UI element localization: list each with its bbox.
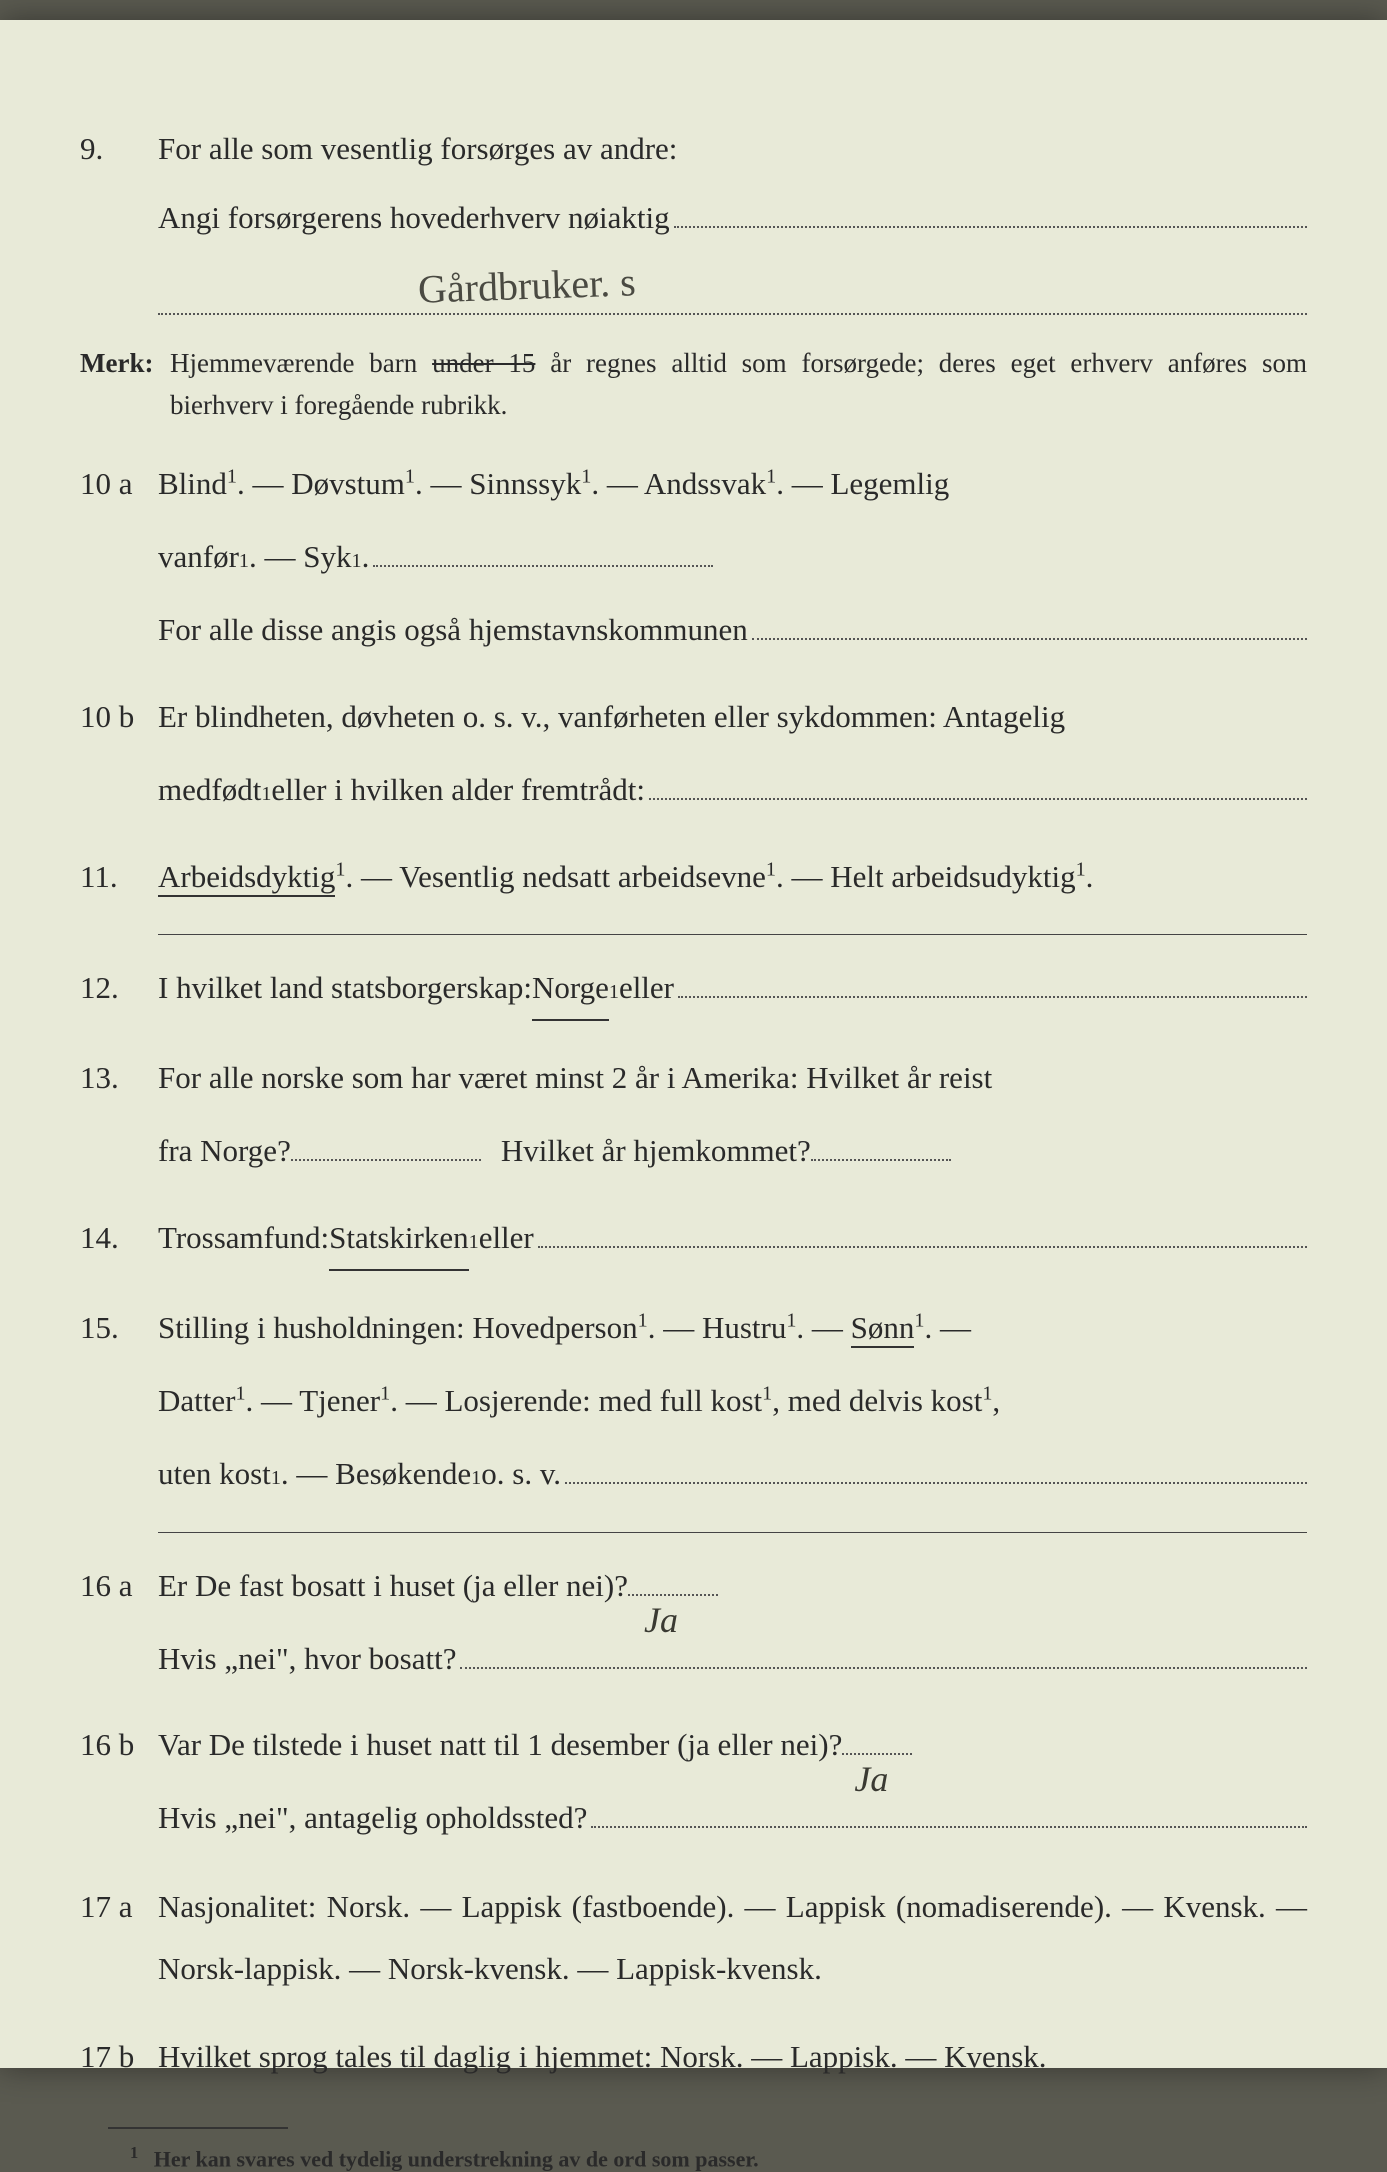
question-15: 15. Stilling i husholdningen: Hovedperso… — [80, 1299, 1307, 1504]
q11-text: Arbeidsdyktig1. — Vesentlig nedsatt arbe… — [158, 848, 1307, 907]
footnote-number: 1 — [130, 2143, 138, 2162]
question-17a: 17 a Nasjonalitet: Norsk. — Lappisk (fas… — [80, 1876, 1307, 2000]
q17b-number: 17 b — [80, 2028, 158, 2087]
q9-line2: Angi forsørgerens hovederhverv nøiaktig — [158, 189, 1307, 248]
merk-note: Merk: Hjemmeværende barn under 15 år reg… — [80, 343, 1307, 427]
q16a-number: 16 a — [80, 1557, 158, 1616]
footnote-text: Her kan svares ved tydelig understreknin… — [154, 2146, 759, 2171]
q16a-handwritten: Ja — [644, 1586, 678, 1654]
q15-number: 15. — [80, 1299, 158, 1358]
question-9: 9. For alle som vesentlig forsørges av a… — [80, 120, 1307, 315]
q10b-line2: medfødt1 eller i hvilken alder fremtrådt… — [158, 761, 1307, 820]
q10a-line2: vanfør1. — Syk1. — [158, 528, 1307, 587]
q9-number: 9. — [80, 120, 158, 179]
q10a-number: 10 a — [80, 455, 158, 514]
question-16a: 16 a Er De fast bosatt i huset (ja eller… — [80, 1557, 1307, 1689]
q15-line3: uten kost1. — Besøkende1 o. s. v. — [158, 1445, 1307, 1504]
q13-line2: fra Norge? Hvilket år hjemkommet? — [158, 1122, 1307, 1181]
q17a-text: Nasjonalitet: Norsk. — Lappisk (fastboen… — [158, 1876, 1307, 2000]
q9-line1: For alle som vesentlig forsørges av andr… — [158, 120, 1307, 179]
q10b-number: 10 b — [80, 688, 158, 747]
footnote-rule — [108, 2127, 288, 2129]
q10a-line1: Blind1. — Døvstum1. — Sinnssyk1. — Andss… — [158, 455, 1307, 514]
rule-after-11 — [158, 934, 1307, 935]
q13-number: 13. — [80, 1049, 158, 1108]
q12-text: I hvilket land statsborgerskap: Norge1 e… — [158, 959, 1307, 1021]
question-10b: 10 b Er blindheten, døvheten o. s. v., v… — [80, 688, 1307, 820]
q10a-line3: For alle disse angis også hjemstavnskomm… — [158, 601, 1307, 660]
q16b-number: 16 b — [80, 1716, 158, 1775]
q15-line1: Stilling i husholdningen: Hovedperson1. … — [158, 1299, 1307, 1358]
q16b-line2: Hvis „nei", antagelig opholdssted? — [158, 1789, 1307, 1848]
q9-handwritten: Gårdbruker. s — [417, 244, 637, 328]
census-form-page: 9. For alle som vesentlig forsørges av a… — [0, 20, 1387, 2068]
q16b-handwritten: Ja — [854, 1745, 888, 1813]
q10b-line1: Er blindheten, døvheten o. s. v., vanfør… — [158, 688, 1307, 747]
q9-answer-line[interactable]: Gårdbruker. s — [158, 266, 1307, 316]
merk-label: Merk: — [80, 343, 170, 427]
q16a-line1: Er De fast bosatt i huset (ja eller nei)… — [158, 1557, 1307, 1616]
question-13: 13. For alle norske som har været minst … — [80, 1049, 1307, 1181]
q16b-line1: Var De tilstede i huset natt til 1 desem… — [158, 1716, 1307, 1775]
question-11: 11. Arbeidsdyktig1. — Vesentlig nedsatt … — [80, 848, 1307, 907]
rule-after-15 — [158, 1532, 1307, 1533]
question-12: 12. I hvilket land statsborgerskap: Norg… — [80, 959, 1307, 1021]
footnote: 1 Her kan svares ved tydelig understrekn… — [130, 2143, 1307, 2172]
q11-number: 11. — [80, 848, 158, 907]
question-14: 14. Trossamfund: Statskirken1 eller — [80, 1209, 1307, 1271]
q15-line2: Datter1. — Tjener1. — Losjerende: med fu… — [158, 1372, 1307, 1431]
question-17b: 17 b Hvilket sprog tales til daglig i hj… — [80, 2028, 1307, 2087]
q14-text: Trossamfund: Statskirken1 eller — [158, 1209, 1307, 1271]
q16a-line2: Hvis „nei", hvor bosatt? — [158, 1630, 1307, 1689]
q13-line1: For alle norske som har været minst 2 år… — [158, 1049, 1307, 1108]
q17b-text: Hvilket sprog tales til daglig i hjemmet… — [158, 2028, 1307, 2087]
q14-number: 14. — [80, 1209, 158, 1268]
q17a-number: 17 a — [80, 1878, 158, 1937]
q12-number: 12. — [80, 959, 158, 1018]
question-16b: 16 b Var De tilstede i huset natt til 1 … — [80, 1716, 1307, 1848]
question-10a: 10 a Blind1. — Døvstum1. — Sinnssyk1. — … — [80, 455, 1307, 660]
merk-text: Hjemmeværende barn under 15 år regnes al… — [170, 343, 1307, 427]
